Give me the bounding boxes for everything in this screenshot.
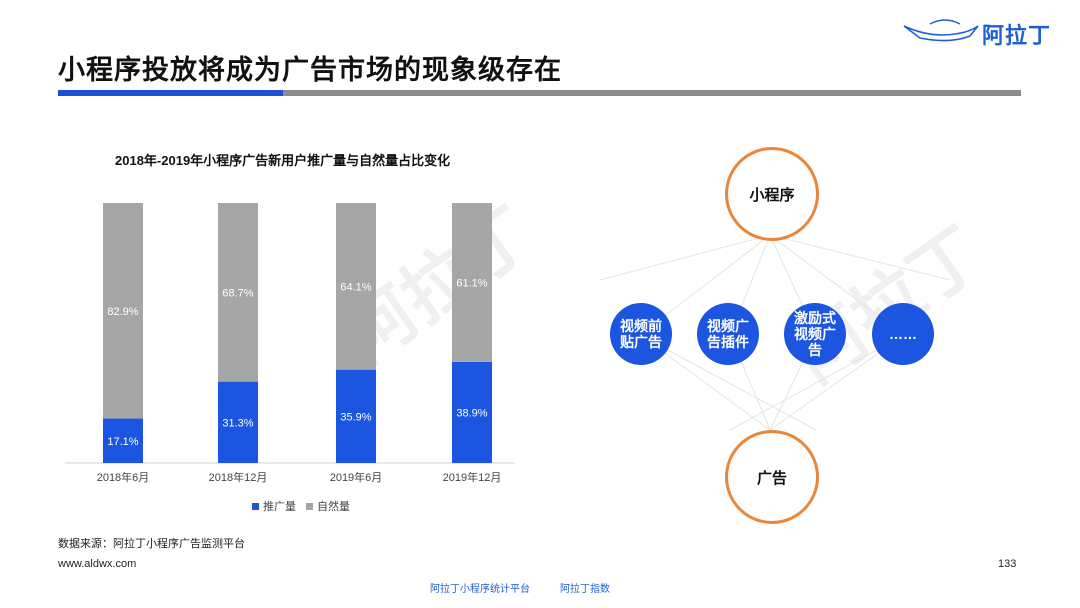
diagram-label-ads: 广告 [756, 469, 787, 487]
bar-promo [103, 418, 143, 463]
data-label: 68.7% [222, 287, 253, 299]
chart-title: 2018年-2019年小程序广告新用户推广量与自然量占比变化 [115, 153, 451, 168]
diagram-node-label: 激励式视频广告 [794, 310, 836, 358]
diagram-node-video-plugin: 视频广告插件 [697, 303, 759, 365]
data-label: 61.1% [456, 277, 487, 289]
bar-promo [452, 361, 492, 463]
data-label: 82.9% [107, 306, 138, 318]
diagram-label-miniprogram: 小程序 [749, 186, 795, 204]
diagram-node-more: …… [872, 303, 934, 365]
diagram-node-label: 视频前贴广告 [620, 318, 662, 350]
diagram-node-miniprogram: 小程序 [725, 147, 819, 241]
data-label: 38.9% [456, 407, 487, 419]
x-tick-label: 2018年6月 [97, 470, 150, 484]
page-title: 小程序投放将成为广告市场的现象级存在 [58, 55, 562, 85]
footer-link-stats[interactable]: 阿拉丁小程序统计平台 [430, 584, 530, 595]
website-link[interactable]: www.aldwx.com [58, 558, 137, 570]
title-rule [283, 90, 1021, 96]
data-label: 64.1% [340, 281, 371, 293]
legend-label-promo: 推广量 [263, 501, 296, 513]
page-number: 133 [998, 558, 1017, 570]
data-label: 35.9% [340, 411, 371, 423]
lamp-logo-icon [903, 19, 979, 42]
data-label: 17.1% [107, 436, 138, 448]
stacked-bar-chart: 17.1% 82.9% 2018年6月 31.3% 68.7% 2018年12月 35.9%… [65, 203, 515, 484]
x-tick-label: 2019年6月 [330, 470, 383, 484]
legend-swatch-natural [306, 502, 313, 510]
footer-link-index[interactable]: 阿拉丁指数 [560, 584, 610, 595]
brand-name: 阿拉丁 [982, 23, 1052, 48]
x-tick-label: 2018年12月 [209, 470, 268, 484]
data-label: 31.3% [222, 417, 253, 429]
footer-links: 阿拉丁小程序统计平台 阿拉丁指数 [430, 580, 610, 595]
x-tick-label: 2019年12月 [443, 470, 502, 484]
diagram-node-label: 视频广告插件 [707, 318, 749, 350]
diagram-node-rewarded-video: 激励式视频广告 [784, 303, 846, 365]
legend-swatch-promo [252, 502, 259, 510]
bar-natural [452, 203, 492, 362]
bar-natural [103, 203, 143, 419]
data-source: 数据来源：阿拉丁小程序广告监测平台 [58, 538, 245, 550]
bar-natural [336, 203, 376, 370]
chart-legend: 推广量 自然量 [252, 498, 350, 514]
legend-label-natural: 自然量 [317, 501, 350, 513]
title-rule-accent [58, 90, 283, 96]
diagram-node-label: …… [889, 326, 917, 342]
legend-item-natural: 自然量 [306, 498, 350, 514]
bar-promo [218, 381, 258, 463]
diagram-node-video-preroll: 视频前贴广告 [610, 303, 672, 365]
bar-promo [336, 369, 376, 463]
bar-natural [218, 203, 258, 382]
diagram-node-ads: 广告 [725, 430, 819, 524]
legend-item-promo: 推广量 [252, 498, 296, 514]
